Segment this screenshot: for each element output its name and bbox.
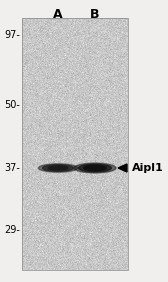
Bar: [22, 18, 128, 270]
Ellipse shape: [74, 163, 116, 173]
Text: 37-: 37-: [4, 163, 20, 173]
Ellipse shape: [78, 164, 112, 172]
Text: A: A: [53, 8, 63, 21]
Text: 50-: 50-: [4, 100, 20, 110]
Text: 29-: 29-: [4, 225, 20, 235]
Text: Aipl1: Aipl1: [132, 163, 164, 173]
Polygon shape: [118, 164, 127, 172]
Text: B: B: [90, 8, 100, 21]
Ellipse shape: [48, 166, 68, 170]
Text: 97-: 97-: [4, 30, 20, 40]
Ellipse shape: [43, 165, 73, 171]
Ellipse shape: [38, 164, 78, 172]
Ellipse shape: [84, 165, 106, 171]
